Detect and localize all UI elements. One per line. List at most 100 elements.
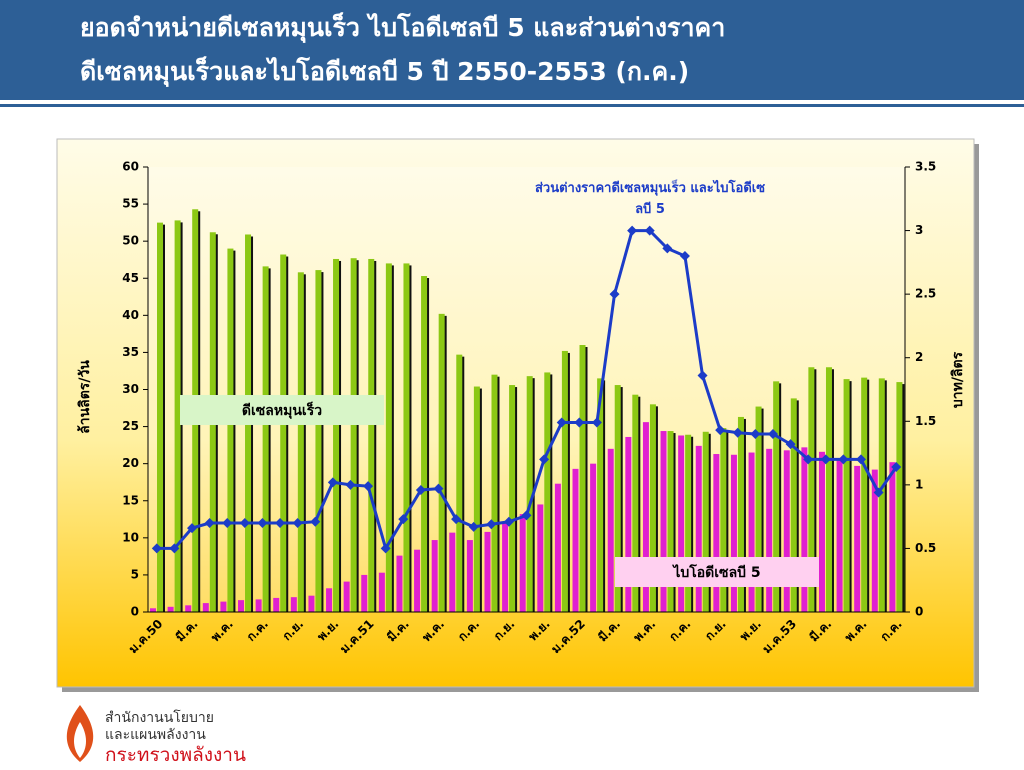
bar bbox=[737, 416, 744, 612]
line-marker bbox=[750, 429, 761, 439]
y2-tick-label: 2 bbox=[915, 350, 923, 364]
bar bbox=[667, 431, 674, 612]
y-tick-label: 0 bbox=[131, 605, 139, 619]
bar bbox=[579, 345, 586, 612]
bar bbox=[491, 374, 498, 612]
bar bbox=[766, 448, 773, 612]
bar bbox=[597, 378, 604, 612]
bar bbox=[625, 436, 632, 612]
ministry: กระทรวงพลังงาน bbox=[105, 744, 246, 766]
y2-tick-label: 0 bbox=[915, 605, 923, 619]
bar bbox=[361, 574, 368, 612]
y-tick-label: 15 bbox=[122, 493, 139, 507]
bar bbox=[808, 367, 815, 612]
bar bbox=[544, 372, 551, 612]
bar bbox=[572, 468, 579, 612]
bar bbox=[368, 258, 375, 612]
line-marker bbox=[855, 454, 866, 465]
org-line: สำนักงานนโยบาย bbox=[105, 710, 214, 726]
legend-label: ดีเซลหมุนเร็ว bbox=[242, 401, 322, 419]
line-marker bbox=[363, 481, 374, 492]
bar bbox=[748, 452, 755, 612]
y2-tick-label: 0.5 bbox=[915, 541, 936, 555]
y-tick-label: 55 bbox=[122, 197, 139, 211]
bar bbox=[878, 378, 885, 612]
bar bbox=[702, 431, 709, 612]
line-marker bbox=[486, 519, 497, 530]
line-marker bbox=[239, 518, 250, 528]
bar bbox=[350, 258, 357, 612]
line-marker bbox=[310, 516, 321, 527]
line-marker bbox=[662, 243, 673, 254]
bar bbox=[167, 606, 174, 612]
y2-tick-label: 3 bbox=[915, 223, 923, 237]
bar bbox=[854, 465, 861, 612]
line-marker bbox=[574, 417, 585, 428]
line-marker bbox=[767, 429, 778, 439]
bar bbox=[632, 394, 639, 612]
bar bbox=[889, 462, 896, 612]
line-marker bbox=[380, 543, 391, 554]
bar bbox=[297, 272, 304, 612]
bar bbox=[861, 377, 868, 612]
line-marker bbox=[591, 417, 602, 428]
line-marker bbox=[292, 518, 303, 528]
header: ยอดจำหน่ายดีเซลหมุนเร็ว ไบโอดีเซลบี 5 แล… bbox=[0, 0, 1024, 104]
bar bbox=[273, 597, 280, 612]
bar bbox=[150, 608, 156, 612]
line-marker bbox=[468, 521, 479, 532]
line-marker bbox=[415, 484, 426, 495]
bar bbox=[403, 263, 410, 612]
line-marker bbox=[451, 514, 462, 525]
y2-tick-label: 2.5 bbox=[915, 287, 936, 301]
bar bbox=[685, 434, 692, 612]
line-marker bbox=[785, 439, 796, 450]
bar bbox=[438, 313, 445, 612]
bar bbox=[326, 588, 333, 612]
bar bbox=[554, 483, 561, 612]
bar bbox=[315, 270, 322, 612]
bar bbox=[174, 220, 181, 612]
bar bbox=[333, 258, 340, 612]
legend-box bbox=[615, 557, 819, 587]
y2-axis-title: บาท/ลิตร bbox=[950, 351, 966, 408]
bar bbox=[414, 549, 421, 612]
logo bbox=[66, 705, 94, 762]
bar bbox=[526, 376, 533, 612]
bar bbox=[730, 454, 737, 612]
title-line: ดีเซลหมุนเร็วและไบโอดีเซลบี 5 ปี 2550-25… bbox=[80, 57, 690, 86]
org-line: และแผนพลังงาน bbox=[105, 727, 206, 743]
bar bbox=[238, 600, 245, 612]
bar bbox=[502, 523, 509, 612]
bar bbox=[660, 431, 667, 612]
title-line: ยอดจำหน่ายดีเซลหมุนเร็ว ไบโอดีเซลบี 5 แล… bbox=[80, 13, 726, 42]
line-marker bbox=[275, 518, 286, 528]
y-tick-label: 20 bbox=[122, 456, 139, 470]
bar bbox=[561, 350, 568, 612]
bar bbox=[343, 581, 350, 612]
y-tick-label: 30 bbox=[122, 382, 139, 396]
line-marker bbox=[556, 417, 567, 428]
line-marker bbox=[803, 454, 814, 465]
bar bbox=[825, 367, 832, 612]
line-marker bbox=[732, 427, 743, 438]
line-marker bbox=[151, 543, 162, 554]
y2-tick-label: 1 bbox=[915, 477, 923, 491]
bar bbox=[308, 595, 315, 612]
bar bbox=[378, 572, 385, 612]
line-marker bbox=[257, 518, 268, 528]
bar bbox=[255, 599, 262, 612]
bar bbox=[720, 428, 727, 612]
line-marker bbox=[697, 370, 708, 381]
y-tick-label: 50 bbox=[122, 234, 139, 248]
line-marker bbox=[433, 483, 444, 494]
bar bbox=[843, 379, 850, 612]
bar bbox=[280, 254, 287, 612]
bar bbox=[773, 381, 780, 612]
line-marker bbox=[187, 523, 198, 534]
bar bbox=[290, 597, 297, 612]
bar bbox=[818, 451, 825, 612]
bar bbox=[431, 540, 438, 612]
bar bbox=[509, 385, 516, 612]
